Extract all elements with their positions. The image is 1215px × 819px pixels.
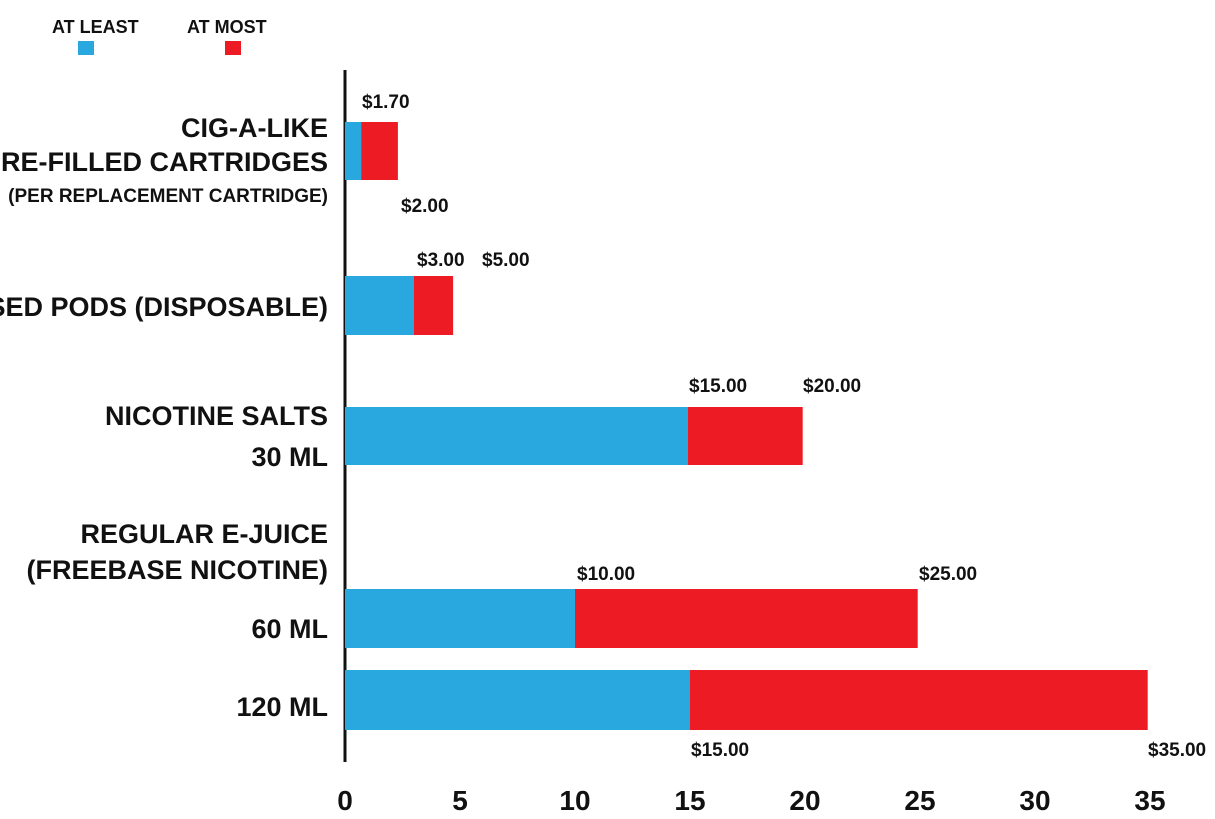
- max-value-label: $20.00: [803, 376, 861, 397]
- legend: AT LEAST AT MOST: [52, 17, 267, 55]
- category-label: (PER REPLACEMENT CARTRIDGE): [8, 186, 328, 207]
- min-value-label: $1.70: [362, 92, 410, 113]
- category-label: PRE-FILLED CARTRIDGES: [0, 147, 328, 177]
- bar-at-least: [345, 589, 575, 648]
- bars: [345, 122, 1148, 730]
- bar-at-most: [361, 122, 398, 180]
- max-value-label: $2.00: [401, 196, 449, 217]
- bar-at-most: [414, 276, 454, 335]
- x-tick-label: 15: [674, 785, 705, 816]
- legend-max-label: AT MOST: [187, 17, 267, 37]
- category-label: 120 ML: [236, 692, 328, 722]
- legend-max-swatch: [225, 41, 241, 55]
- category-label: CLOSED PODS (DISPOSABLE): [0, 292, 328, 322]
- x-tick-label: 25: [904, 785, 935, 816]
- category-labels: CIG-A-LIKE PRE-FILLED CARTRIDGES (PER RE…: [0, 113, 328, 722]
- legend-min-label: AT LEAST: [52, 17, 139, 37]
- min-value-label: $15.00: [689, 376, 747, 397]
- legend-min-swatch: [78, 41, 94, 55]
- category-group-label: (FREEBASE NICOTINE): [26, 555, 328, 585]
- max-value-label: $35.00: [1148, 740, 1206, 761]
- min-value-label: $3.00: [417, 250, 465, 271]
- x-tick-label: 0: [337, 785, 353, 816]
- max-value-label: $5.00: [482, 250, 530, 271]
- category-label: 30 ML: [251, 442, 328, 472]
- min-value-label: $10.00: [577, 564, 635, 585]
- bar-at-most: [690, 670, 1148, 730]
- x-axis-ticks: 0 5 10 15 20 25 30 35: [337, 785, 1165, 816]
- category-label: NICOTINE SALTS: [105, 401, 328, 431]
- x-tick-label: 35: [1134, 785, 1165, 816]
- category-group-label: REGULAR E-JUICE: [80, 519, 328, 549]
- x-tick-label: 30: [1019, 785, 1050, 816]
- max-value-label: $25.00: [919, 564, 977, 585]
- bar-at-least: [345, 670, 690, 730]
- category-label: 60 ML: [251, 614, 328, 644]
- x-tick-label: 20: [789, 785, 820, 816]
- value-labels: $1.70 $2.00 $3.00 $5.00 $15.00 $20.00 $1…: [362, 92, 1206, 761]
- category-label: CIG-A-LIKE: [181, 113, 328, 143]
- bar-at-least: [345, 122, 362, 180]
- bar-at-least: [345, 276, 414, 335]
- min-value-label: $15.00: [691, 740, 749, 761]
- bar-at-most: [575, 589, 918, 648]
- x-tick-label: 10: [559, 785, 590, 816]
- bar-at-most: [687, 407, 803, 465]
- bar-at-least: [345, 407, 688, 465]
- x-tick-label: 5: [452, 785, 468, 816]
